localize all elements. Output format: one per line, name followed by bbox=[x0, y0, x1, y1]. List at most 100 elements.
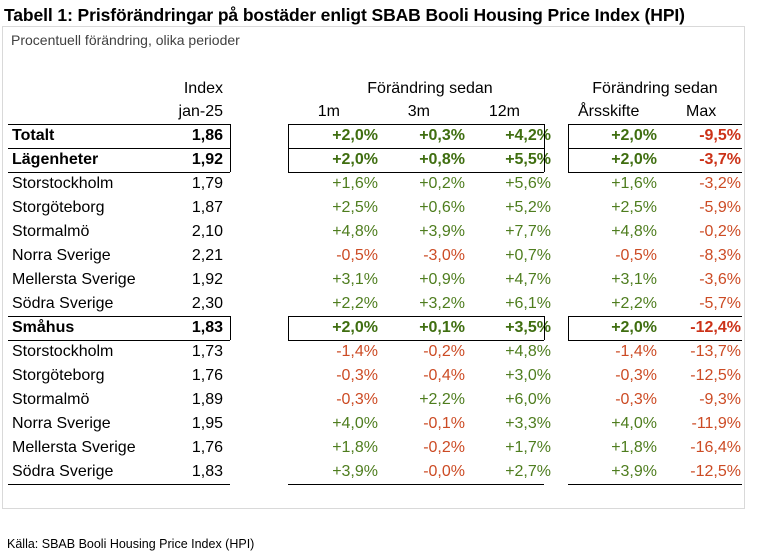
table-row-group: Lägenheter 1,92 +2,0% +0,8% +5,5% +2,0% -3,7% bbox=[10, 148, 743, 172]
cell-max: -12,5% bbox=[690, 463, 741, 480]
cell-max: -13,7% bbox=[690, 343, 741, 360]
cell-m1: -1,4% bbox=[336, 343, 378, 360]
cell-ars: +2,2% bbox=[611, 295, 657, 312]
cell-label: Södra Sverige bbox=[12, 295, 114, 312]
cell-m12: +5,5% bbox=[505, 151, 551, 168]
header-1m: 1m bbox=[317, 103, 340, 120]
cell-label: Storstockholm bbox=[12, 343, 114, 360]
cell-label: Norra Sverige bbox=[12, 415, 111, 432]
cell-index: 2,21 bbox=[191, 247, 223, 264]
separator bbox=[230, 316, 231, 340]
cell-m1: +3,9% bbox=[332, 463, 378, 480]
cell-ars: +2,5% bbox=[611, 199, 657, 216]
cell-max: -16,4% bbox=[690, 439, 741, 456]
cell-m3: -0,0% bbox=[423, 463, 465, 480]
separator bbox=[230, 124, 231, 148]
cell-label: Storstockholm bbox=[12, 175, 114, 192]
separator bbox=[544, 124, 545, 148]
table-row: Stormalmö 2,10 +4,8% +3,9% +7,7% +4,8% -0,2% bbox=[10, 220, 743, 244]
table-row: Mellersta Sverige 1,92 +3,1% +0,9% +4,7% +3,1… bbox=[10, 268, 743, 292]
cell-m12: +5,6% bbox=[505, 175, 551, 192]
cell-m1: +4,8% bbox=[332, 223, 378, 240]
cell-m12: +7,7% bbox=[505, 223, 551, 240]
cell-m3: -0,4% bbox=[423, 367, 465, 384]
rule-left bbox=[8, 316, 230, 317]
cell-label: Småhus bbox=[12, 319, 75, 336]
rule-mid bbox=[288, 148, 544, 149]
rule-mid bbox=[288, 316, 544, 317]
cell-ars: +2,0% bbox=[611, 319, 657, 336]
cell-m1: +2,2% bbox=[332, 295, 378, 312]
cell-m3: -0,1% bbox=[423, 415, 465, 432]
cell-label: Lägenheter bbox=[12, 151, 99, 168]
cell-index: 1,83 bbox=[191, 319, 223, 336]
header-arsskifte: Årsskifte bbox=[578, 103, 640, 120]
cell-index: 1,92 bbox=[191, 271, 223, 288]
cell-label: Stormalmö bbox=[12, 223, 90, 240]
separator bbox=[288, 316, 289, 340]
rule-left bbox=[8, 124, 230, 125]
table-row: Norra Sverige 2,21 -0,5% -3,0% +0,7% -0,5% -8,… bbox=[10, 244, 743, 268]
table-row: Södra Sverige 2,30 +2,2% +3,2% +6,1% +2,2% -5,… bbox=[10, 292, 743, 316]
cell-ars: -0,3% bbox=[615, 391, 657, 408]
cell-m12: +6,0% bbox=[505, 391, 551, 408]
table-panel bbox=[2, 26, 745, 509]
rule-right bbox=[568, 484, 742, 485]
rule-left bbox=[8, 340, 230, 341]
source-note: Källa: SBAB Booli Housing Price Index (H… bbox=[7, 537, 255, 551]
separator bbox=[568, 148, 569, 172]
cell-max: -3,6% bbox=[699, 271, 741, 288]
cell-label: Totalt bbox=[12, 127, 55, 144]
cell-m3: +3,2% bbox=[419, 295, 465, 312]
cell-m12: +1,7% bbox=[505, 439, 551, 456]
cell-ars: -1,4% bbox=[615, 343, 657, 360]
table-row: Storstockholm 1,79 +1,6% +0,2% +5,6% +1,6% -3,… bbox=[10, 172, 743, 196]
table-row: Mellersta Sverige 1,76 +1,8% -0,2% +1,7% +1,8… bbox=[10, 436, 743, 460]
separator bbox=[288, 148, 289, 172]
cell-m3: -0,2% bbox=[423, 343, 465, 360]
separator bbox=[288, 124, 289, 148]
cell-label: Mellersta Sverige bbox=[12, 271, 136, 288]
cell-m3: +3,9% bbox=[419, 223, 465, 240]
header-12m: 12m bbox=[488, 103, 520, 120]
cell-index: 1,87 bbox=[191, 199, 223, 216]
cell-ars: +2,0% bbox=[611, 151, 657, 168]
cell-max: -5,7% bbox=[699, 295, 741, 312]
cell-ars: -0,3% bbox=[615, 367, 657, 384]
cell-label: Storgöteborg bbox=[12, 199, 105, 216]
table-row: Storstockholm 1,73 -1,4% -0,2% +4,8% -1,4% -13… bbox=[10, 340, 743, 364]
cell-index: 1,73 bbox=[191, 343, 223, 360]
separator bbox=[568, 316, 569, 340]
cell-index: 1,92 bbox=[191, 151, 223, 168]
cell-max: -9,5% bbox=[699, 127, 741, 144]
rule-right bbox=[568, 124, 742, 125]
header-group-change: Förändring sedan bbox=[367, 80, 493, 97]
header-3m: 3m bbox=[407, 103, 430, 120]
cell-ars: +2,0% bbox=[611, 127, 657, 144]
rule-right bbox=[568, 316, 742, 317]
cell-m12: +4,7% bbox=[505, 271, 551, 288]
header-max: Max bbox=[686, 103, 717, 120]
cell-index: 2,30 bbox=[191, 295, 223, 312]
cell-m3: +2,2% bbox=[419, 391, 465, 408]
cell-label: Stormalmö bbox=[12, 391, 90, 408]
cell-max: -8,3% bbox=[699, 247, 741, 264]
cell-ars: +3,9% bbox=[611, 463, 657, 480]
cell-m1: +2,5% bbox=[332, 199, 378, 216]
cell-max: -11,9% bbox=[691, 415, 741, 432]
rule-right bbox=[568, 340, 742, 341]
cell-m3: +0,1% bbox=[419, 319, 465, 336]
table-row-group: Totalt 1,86 +2,0% +0,3% +4,2% +2,0% -9,5% bbox=[10, 124, 743, 148]
rule-mid bbox=[288, 340, 544, 341]
cell-label: Mellersta Sverige bbox=[12, 439, 136, 456]
rule-mid bbox=[288, 172, 544, 173]
separator bbox=[568, 124, 569, 148]
cell-index: 1,83 bbox=[191, 463, 223, 480]
cell-max: -12,5% bbox=[690, 367, 741, 384]
cell-index: 1,89 bbox=[191, 391, 223, 408]
cell-m1: +4,0% bbox=[332, 415, 378, 432]
cell-index: 1,86 bbox=[191, 127, 223, 144]
rule-right bbox=[568, 148, 742, 149]
cell-ars: +1,6% bbox=[611, 175, 657, 192]
cell-m12: +3,0% bbox=[505, 367, 551, 384]
